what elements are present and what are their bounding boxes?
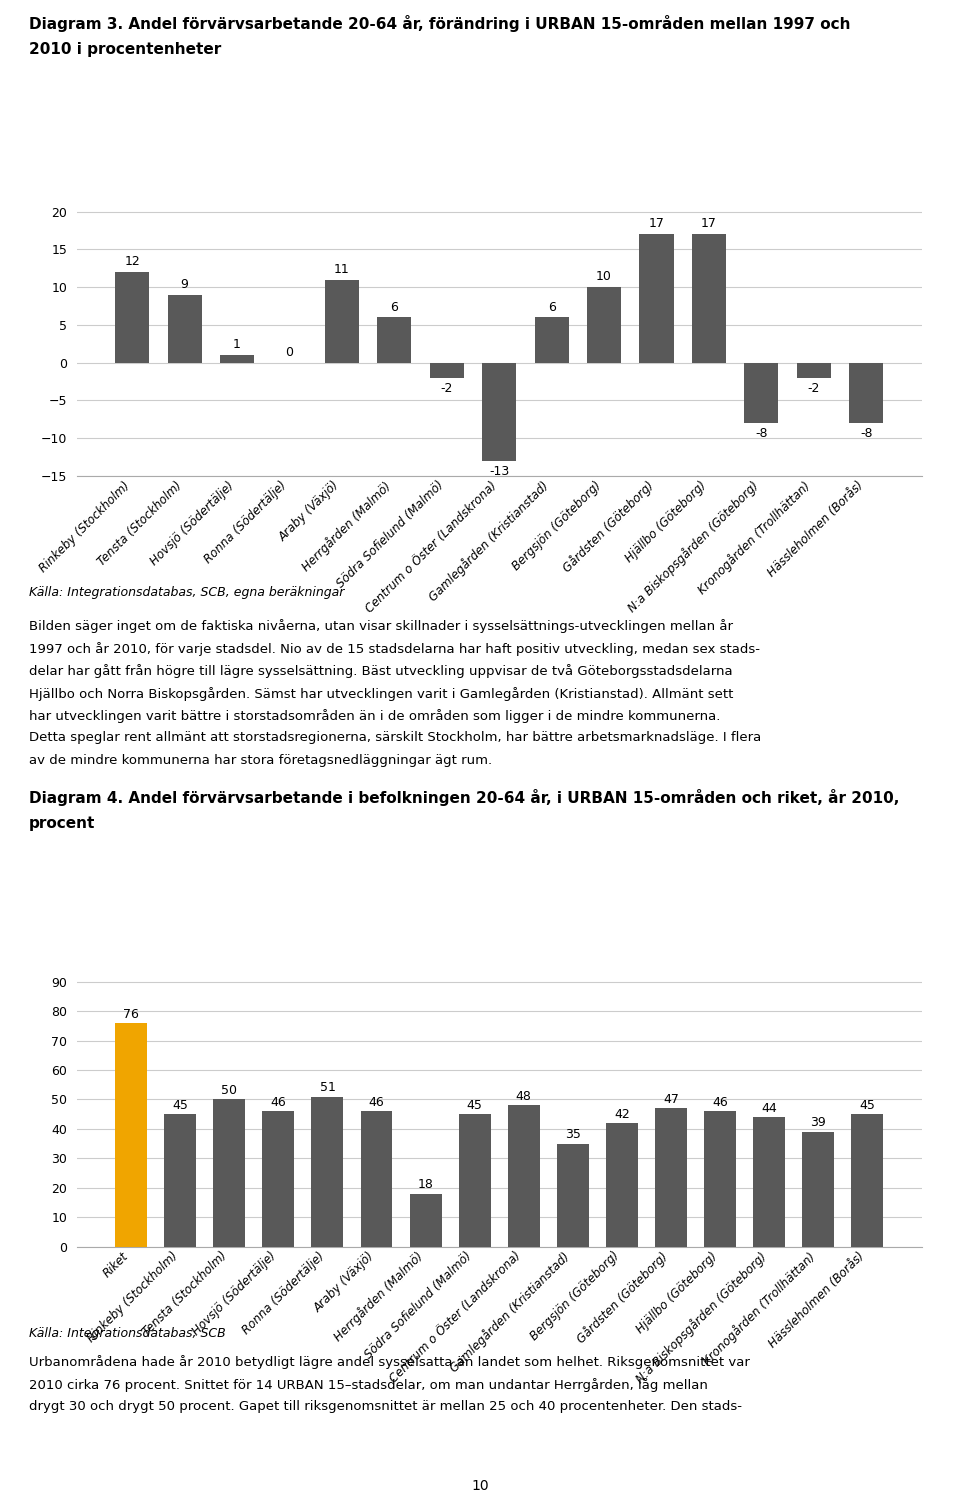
- Text: -2: -2: [807, 381, 820, 394]
- Text: 2010 i procentenheter: 2010 i procentenheter: [29, 42, 221, 57]
- Text: Källa: Integrationsdatabas, SCB: Källa: Integrationsdatabas, SCB: [29, 1327, 226, 1340]
- Text: Bilden säger inget om de faktiska nivåerna, utan visar skillnader i sysselsättni: Bilden säger inget om de faktiska nivåer…: [29, 620, 732, 633]
- Text: 18: 18: [418, 1179, 434, 1191]
- Bar: [213, 1100, 245, 1247]
- Bar: [655, 1108, 687, 1247]
- Text: drygt 30 och drygt 50 procent. Gapet till riksgenomsnittet är mellan 25 och 40 p: drygt 30 och drygt 50 procent. Gapet til…: [29, 1401, 742, 1413]
- Bar: [803, 1132, 834, 1247]
- Text: 46: 46: [369, 1095, 384, 1109]
- Bar: [482, 363, 516, 461]
- Text: 9: 9: [180, 278, 188, 290]
- Text: 47: 47: [663, 1092, 679, 1106]
- Text: 51: 51: [320, 1082, 335, 1094]
- Bar: [324, 280, 359, 363]
- Text: 46: 46: [271, 1095, 286, 1109]
- Bar: [692, 234, 726, 363]
- Text: 6: 6: [391, 301, 398, 313]
- Text: av de mindre kommunerna har stora företagsnedläggningar ägt rum.: av de mindre kommunerna har stora företa…: [29, 754, 492, 766]
- Text: 17: 17: [701, 218, 717, 230]
- Text: 10: 10: [471, 1479, 489, 1493]
- Bar: [311, 1097, 344, 1247]
- Text: 11: 11: [334, 263, 349, 275]
- Text: 1: 1: [233, 338, 241, 351]
- Bar: [606, 1123, 637, 1247]
- Text: 46: 46: [712, 1095, 728, 1109]
- Bar: [459, 1114, 491, 1247]
- Bar: [430, 363, 464, 378]
- Bar: [377, 317, 412, 363]
- Text: -8: -8: [756, 426, 768, 440]
- Bar: [587, 287, 621, 363]
- Text: -8: -8: [860, 426, 873, 440]
- Text: 2010 cirka 76 procent. Snittet för 14 URBAN 15–stadsdelar, om man undantar Herrg: 2010 cirka 76 procent. Snittet för 14 UR…: [29, 1378, 708, 1392]
- Bar: [115, 1023, 147, 1247]
- Bar: [797, 363, 830, 378]
- Text: 0: 0: [285, 346, 294, 358]
- Text: Källa: Integrationsdatabas, SCB, egna beräkningar: Källa: Integrationsdatabas, SCB, egna be…: [29, 586, 345, 600]
- Text: -2: -2: [441, 381, 453, 394]
- Text: Diagram 3. Andel förvärvsarbetande 20-64 år, förändring i URBAN 15-områden mella: Diagram 3. Andel förvärvsarbetande 20-64…: [29, 15, 851, 32]
- Text: 44: 44: [761, 1102, 777, 1115]
- Text: 45: 45: [172, 1098, 188, 1112]
- Text: 6: 6: [548, 301, 556, 313]
- Bar: [361, 1111, 393, 1247]
- Bar: [850, 363, 883, 423]
- Bar: [410, 1194, 442, 1247]
- Text: Urbanområdena hade år 2010 betydligt lägre andel sysselsatta än landet som helhe: Urbanområdena hade år 2010 betydligt läg…: [29, 1355, 750, 1369]
- Text: 50: 50: [222, 1083, 237, 1097]
- Text: 1997 och år 2010, för varje stadsdel. Nio av de 15 stadsdelarna har haft positiv: 1997 och år 2010, för varje stadsdel. Ni…: [29, 642, 759, 656]
- Bar: [115, 272, 149, 363]
- Text: 17: 17: [649, 218, 664, 230]
- Bar: [168, 295, 202, 363]
- Text: har utvecklingen varit bättre i storstadsområden än i de områden som ligger i de: har utvecklingen varit bättre i storstad…: [29, 709, 720, 722]
- Bar: [557, 1144, 588, 1247]
- Bar: [744, 363, 779, 423]
- Text: Diagram 4. Andel förvärvsarbetande i befolkningen 20-64 år, i URBAN 15-områden o: Diagram 4. Andel förvärvsarbetande i bef…: [29, 789, 900, 805]
- Text: 39: 39: [810, 1117, 826, 1129]
- Bar: [164, 1114, 196, 1247]
- Text: 76: 76: [123, 1008, 139, 1020]
- Text: -13: -13: [489, 465, 510, 477]
- Bar: [754, 1117, 785, 1247]
- Text: procent: procent: [29, 816, 95, 831]
- Bar: [262, 1111, 295, 1247]
- Bar: [508, 1106, 540, 1247]
- Bar: [704, 1111, 736, 1247]
- Text: 42: 42: [614, 1108, 630, 1121]
- Text: 12: 12: [125, 255, 140, 267]
- Bar: [639, 234, 674, 363]
- Text: 48: 48: [516, 1089, 532, 1103]
- Text: 45: 45: [859, 1098, 876, 1112]
- Text: Hjällbo och Norra Biskopsgården. Sämst har utvecklingen varit i Gamlegården (Kri: Hjällbo och Norra Biskopsgården. Sämst h…: [29, 686, 733, 701]
- Text: 45: 45: [467, 1098, 483, 1112]
- Bar: [535, 317, 568, 363]
- Bar: [220, 355, 254, 363]
- Text: 35: 35: [564, 1129, 581, 1141]
- Text: delar har gått från högre till lägre sysselsättning. Bäst utveckling uppvisar de: delar har gått från högre till lägre sys…: [29, 665, 732, 678]
- Text: 10: 10: [596, 270, 612, 283]
- Bar: [852, 1114, 883, 1247]
- Text: Detta speglar rent allmänt att storstadsregionerna, särskilt Stockholm, har bätt: Detta speglar rent allmänt att storstads…: [29, 731, 761, 745]
